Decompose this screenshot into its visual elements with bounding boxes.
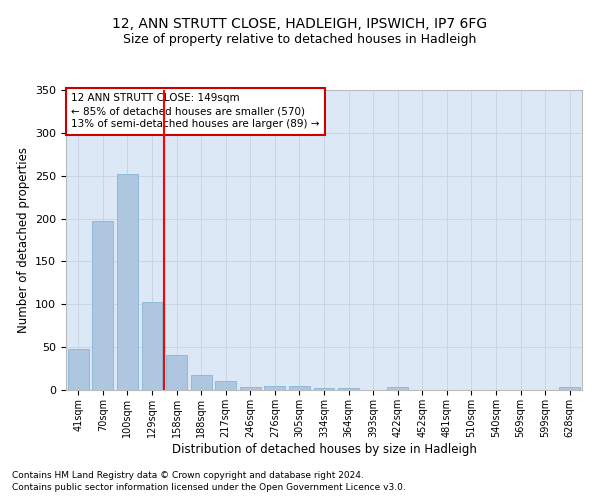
Bar — [92, 221, 113, 390]
Text: Contains public sector information licensed under the Open Government Licence v3: Contains public sector information licen… — [12, 484, 406, 492]
Bar — [215, 382, 236, 390]
Bar — [314, 388, 334, 390]
Bar — [117, 174, 138, 390]
Bar — [338, 388, 359, 390]
Text: Size of property relative to detached houses in Hadleigh: Size of property relative to detached ho… — [124, 32, 476, 46]
Bar — [166, 355, 187, 390]
Bar — [559, 388, 580, 390]
Text: 12 ANN STRUTT CLOSE: 149sqm
← 85% of detached houses are smaller (570)
13% of se: 12 ANN STRUTT CLOSE: 149sqm ← 85% of det… — [71, 93, 320, 130]
Text: Contains HM Land Registry data © Crown copyright and database right 2024.: Contains HM Land Registry data © Crown c… — [12, 471, 364, 480]
Bar — [191, 376, 212, 390]
Bar — [289, 386, 310, 390]
Bar — [68, 349, 89, 390]
Bar — [142, 302, 163, 390]
Y-axis label: Number of detached properties: Number of detached properties — [17, 147, 29, 333]
Text: 12, ANN STRUTT CLOSE, HADLEIGH, IPSWICH, IP7 6FG: 12, ANN STRUTT CLOSE, HADLEIGH, IPSWICH,… — [112, 18, 488, 32]
X-axis label: Distribution of detached houses by size in Hadleigh: Distribution of detached houses by size … — [172, 442, 476, 456]
Bar — [387, 388, 408, 390]
Bar — [265, 386, 286, 390]
Bar — [240, 386, 261, 390]
